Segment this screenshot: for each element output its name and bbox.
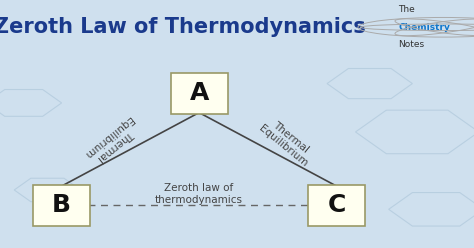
Text: Zeroth law of
thermodynamics: Zeroth law of thermodynamics — [155, 183, 243, 205]
Text: Thermal
Equilibrium: Thermal Equilibrium — [82, 114, 141, 169]
FancyBboxPatch shape — [308, 185, 365, 226]
Text: Chemistry: Chemistry — [398, 23, 450, 32]
Text: C: C — [328, 193, 346, 217]
Text: Notes: Notes — [398, 40, 424, 49]
Text: A: A — [190, 81, 209, 105]
FancyBboxPatch shape — [171, 73, 228, 114]
Text: B: B — [52, 193, 71, 217]
Text: The: The — [398, 5, 415, 14]
Text: Thermal
Equilibrium: Thermal Equilibrium — [257, 114, 317, 169]
Text: Zeroth Law of Thermodynamics: Zeroth Law of Thermodynamics — [0, 17, 366, 37]
FancyBboxPatch shape — [33, 185, 90, 226]
